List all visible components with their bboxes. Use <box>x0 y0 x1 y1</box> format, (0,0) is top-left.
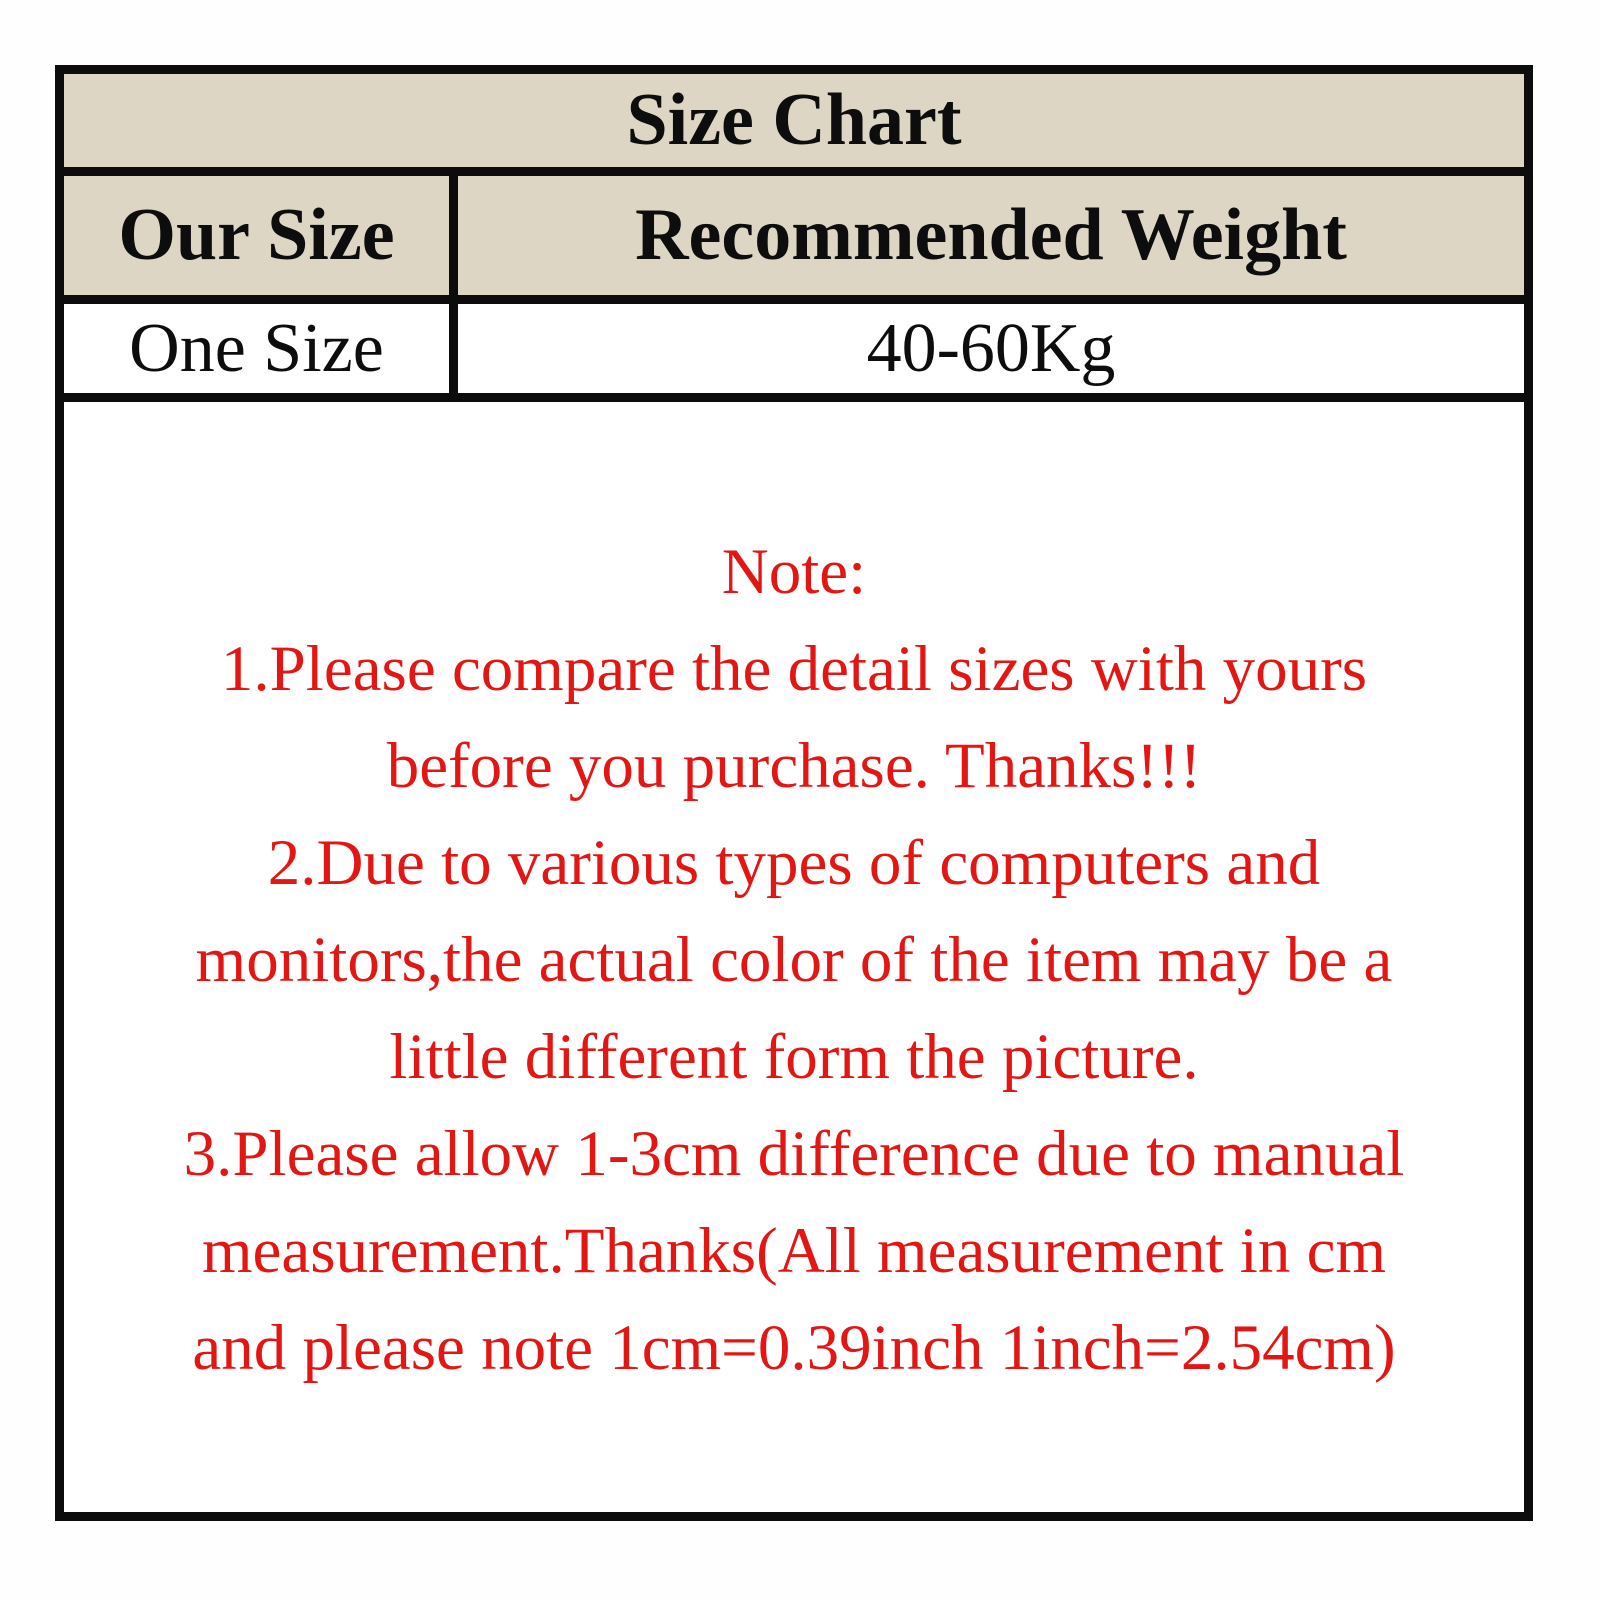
size-value: One Size <box>55 295 458 402</box>
note-line-4: monitors,the actual color of the item ma… <box>195 924 1393 996</box>
table-row: One Size 40-60Kg <box>55 295 1533 402</box>
note-row: Note: 1.Please compare the detail sizes … <box>55 393 1533 1521</box>
note-section: Note: 1.Please compare the detail sizes … <box>55 393 1533 1521</box>
note-line-1: 1.Please compare the detail sizes with y… <box>220 633 1368 705</box>
column-header-recommended-weight: Recommended Weight <box>449 167 1533 304</box>
table-title: Size Chart <box>55 65 1533 176</box>
size-chart-table: Size Chart Our Size Recommended Weight O… <box>55 65 1533 1521</box>
weight-value: 40-60Kg <box>449 295 1533 402</box>
note-line-8: and please note 1cm=0.39inch 1inch=2.54c… <box>192 1312 1396 1384</box>
note-heading: Note: <box>721 536 867 608</box>
table-header-row: Our Size Recommended Weight <box>55 167 1533 304</box>
table-title-row: Size Chart <box>55 65 1533 176</box>
column-header-our-size: Our Size <box>55 167 458 304</box>
note-line-5: little different form the picture. <box>389 1021 1199 1093</box>
note-line-6: 3.Please allow 1-3cm difference due to m… <box>183 1118 1405 1190</box>
note-line-3: 2.Due to various types of computers and <box>267 827 1321 899</box>
note-line-2: before you purchase. Thanks!!! <box>386 730 1202 802</box>
note-line-7: measurement.Thanks(All measurement in cm <box>201 1215 1387 1287</box>
